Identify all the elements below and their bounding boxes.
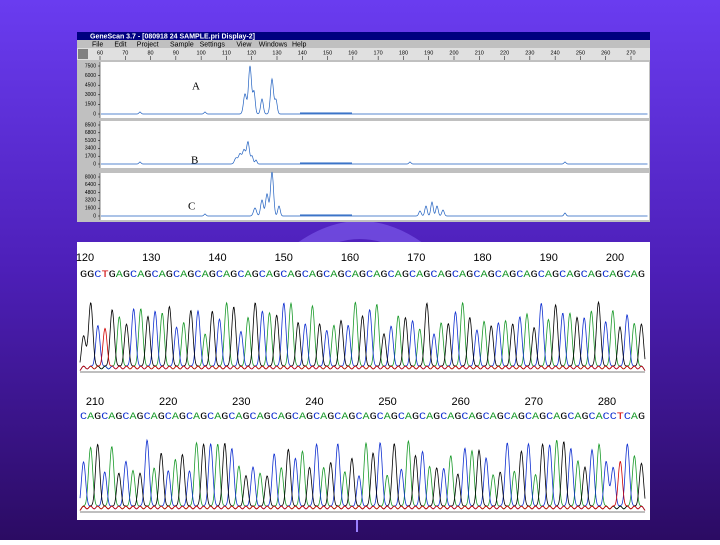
ruler-bar — [77, 48, 650, 60]
position-label: 170 — [407, 252, 425, 264]
trace — [101, 171, 648, 217]
y-tick-label: 0 — [93, 161, 96, 167]
menu-item[interactable]: Windows — [259, 41, 288, 48]
sequence: CAGCAGCAGCAGCAGCAGCAGCAGCAGCAGCAGCAGCAGC… — [80, 412, 645, 423]
position-label: 180 — [473, 252, 491, 264]
menu-item[interactable]: View — [236, 41, 252, 48]
position-label: 120 — [76, 252, 94, 264]
y-tick-label: 6400 — [85, 182, 96, 188]
ruler-label: 220 — [500, 50, 509, 56]
ruler-label: 60 — [97, 50, 103, 56]
trace — [79, 300, 646, 370]
ruler-label: 190 — [424, 50, 433, 56]
panel-label: C — [188, 201, 195, 213]
panel-label: A — [192, 81, 200, 93]
position-label: 190 — [540, 252, 558, 264]
y-tick-label: 5100 — [85, 138, 96, 144]
ruler-label: 230 — [525, 50, 534, 56]
ruler-label: 210 — [475, 50, 484, 56]
y-tick-label: 6000 — [85, 73, 96, 79]
y-tick-label: 7500 — [85, 63, 96, 69]
y-tick-label: 0 — [93, 111, 96, 117]
position-label: 250 — [378, 396, 396, 408]
position-label: 160 — [341, 252, 359, 264]
ruler-label: 250 — [576, 50, 585, 56]
position-label: 130 — [142, 252, 160, 264]
ruler-label: 100 — [197, 50, 206, 56]
ruler-label: 80 — [148, 50, 154, 56]
ruler-label: 150 — [323, 50, 332, 56]
window-title: GeneScan 3.7 - [080918 24 SAMPLE.pri Dis… — [90, 33, 255, 40]
position-label: 260 — [452, 396, 470, 408]
y-tick-label: 1600 — [85, 206, 96, 212]
y-tick-label: 6800 — [85, 130, 96, 136]
ruler-label: 110 — [222, 50, 231, 56]
plot-panel — [100, 173, 649, 220]
ruler-label: 200 — [449, 50, 458, 56]
position-label: 240 — [305, 396, 323, 408]
position-label: 220 — [159, 396, 177, 408]
trace — [79, 438, 646, 511]
ruler-label: 140 — [298, 50, 307, 56]
y-tick-label: 8500 — [85, 122, 96, 128]
ruler-label: 90 — [173, 50, 179, 56]
position-label: 230 — [232, 396, 250, 408]
menu-item[interactable]: Edit — [114, 41, 126, 48]
ruler-label: 270 — [626, 50, 635, 56]
ruler-label: 130 — [272, 50, 281, 56]
y-tick-label: 3000 — [85, 92, 96, 98]
menu-item[interactable]: Project — [137, 41, 159, 48]
position-label: 210 — [86, 396, 104, 408]
y-tick-label: 3400 — [85, 146, 96, 152]
y-tick-label: 4500 — [85, 83, 96, 89]
position-label: 280 — [598, 396, 616, 408]
y-tick-label: 1700 — [85, 154, 96, 160]
sequence: GGCTGAGCAGCAGCAGCAGCAGCAGCAGCAGCAGCAGCAG… — [80, 270, 645, 281]
plot-panel — [100, 121, 649, 168]
trace — [79, 439, 646, 511]
menu-item[interactable]: Sample — [170, 41, 194, 48]
ruler-label: 260 — [601, 50, 610, 56]
trace — [79, 327, 646, 371]
menu-bar — [77, 40, 650, 48]
title-bar — [77, 32, 650, 40]
trace — [79, 461, 646, 511]
trace — [101, 140, 648, 165]
ruler-label: 120 — [247, 50, 256, 56]
position-label: 140 — [208, 252, 226, 264]
ruler-label: 160 — [348, 50, 357, 56]
trace — [101, 65, 648, 115]
menu-item[interactable]: Help — [292, 41, 307, 48]
y-tick-label: 4800 — [85, 190, 96, 196]
y-tick-label: 8000 — [85, 174, 96, 180]
plot-panel — [100, 62, 649, 118]
position-label: 270 — [525, 396, 543, 408]
y-tick-label: 0 — [93, 213, 96, 219]
ruler-label: 70 — [122, 50, 128, 56]
menu-item[interactable]: Settings — [200, 41, 226, 48]
panel-label: B — [191, 155, 198, 167]
menu-item[interactable]: File — [92, 41, 103, 48]
toolbar-icon[interactable] — [78, 49, 88, 59]
ruler-label: 180 — [399, 50, 408, 56]
y-tick-label: 1500 — [85, 102, 96, 108]
y-tick-label: 3200 — [85, 198, 96, 204]
ruler-label: 170 — [374, 50, 383, 56]
ruler-label: 240 — [551, 50, 560, 56]
position-label: 150 — [275, 252, 293, 264]
position-label: 200 — [606, 252, 624, 264]
